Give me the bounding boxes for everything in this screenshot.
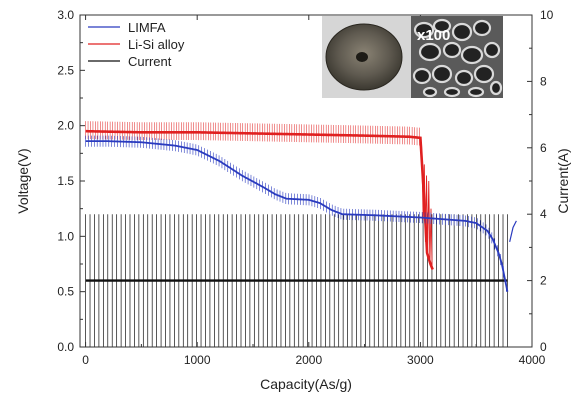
y-right-tick-label: 0 [540,340,547,354]
y-right-tick-label: 2 [540,274,547,288]
sem-pore [413,21,435,39]
sem-pore [412,67,432,85]
sem-pore [431,64,453,84]
x-tick-label: 3000 [407,353,434,367]
sem-pore [454,69,474,87]
y-right-tick-label: 6 [540,141,547,155]
legend-label: LIMFA [128,20,166,35]
limfa-line [85,140,509,292]
sem-pore [467,86,485,98]
sem-pore [442,41,462,59]
y-left-axis-title: Voltage(V) [15,148,31,213]
sem-pore [473,64,495,84]
legend-label: Current [128,54,172,69]
y-left-tick-label: 0.0 [57,340,74,354]
li-si-alloy-line [85,129,434,271]
sem-pore [418,42,442,62]
inset-photos: x100 [322,16,503,98]
y-left-tick-label: 0.5 [57,285,74,299]
x-tick-label: 4000 [519,353,546,367]
limfa-tail-line [509,220,517,243]
y-left-tick-label: 1.5 [57,174,74,188]
x-tick-label: 0 [82,353,89,367]
li-si-drop-line [421,142,433,268]
inset-magnification-label: x100 [417,27,450,44]
limfa-oscillation [85,135,507,292]
y-right-tick-label: 8 [540,74,547,88]
y-right-axis-title: Current(A) [555,148,571,213]
y-left-tick-label: 2.0 [57,119,74,133]
disc-center [356,52,368,62]
x-axis-title: Capacity(As/g) [260,376,352,392]
y-left-tick-label: 2.5 [57,63,74,77]
x-tick-label: 1000 [184,353,211,367]
sem-pore [472,19,492,37]
y-right-tick-label: 10 [540,8,554,22]
legend: LIMFA Li-Si alloy Current [88,20,185,69]
legend-label: Li-Si alloy [128,37,185,52]
sem-pore [483,41,501,59]
li-si-oscillation [85,121,423,171]
sem-pore [489,80,503,96]
y-left-tick-label: 3.0 [57,8,74,22]
sem-pore [443,86,461,98]
sem-pore [422,86,438,98]
sem-pore [451,22,473,42]
sem-pore [460,45,484,65]
sem-foam-texture [412,18,503,98]
y-right-tick-label: 4 [540,207,547,221]
y-left-tick-label: 1.0 [57,229,74,243]
sem-pore [432,18,452,34]
x-tick-label: 2000 [295,353,322,367]
